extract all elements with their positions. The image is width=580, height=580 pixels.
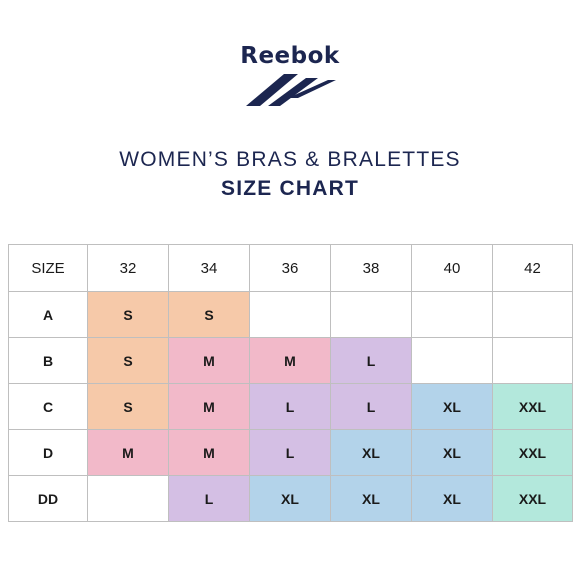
size-cell (249, 291, 331, 338)
table-row: D M M L XL XL XXL (8, 429, 573, 476)
size-cell: M (168, 429, 250, 476)
header-band-34: 34 (168, 244, 250, 292)
size-cell (492, 291, 573, 338)
brand-wordmark: Reebok (240, 43, 340, 69)
size-cell: L (249, 429, 331, 476)
size-cell: XXL (492, 429, 573, 476)
size-cell: S (87, 337, 169, 384)
cup-label: DD (8, 475, 88, 522)
table-row: DD L XL XL XL XXL (8, 475, 573, 522)
size-cell: L (330, 337, 412, 384)
reebok-vector-icon (246, 74, 336, 106)
cup-label: B (8, 337, 88, 384)
size-cell: XL (411, 429, 493, 476)
size-cell: M (249, 337, 331, 384)
cup-label: C (8, 383, 88, 430)
size-cell (492, 337, 573, 384)
size-cell: S (87, 383, 169, 430)
chart-heading: WOMEN’S BRAS & BRALETTES (119, 148, 461, 171)
header-corner: SIZE (8, 244, 88, 292)
brand-logo: Reebok (0, 42, 580, 108)
header-row: SIZE 32 34 36 38 40 42 (8, 244, 573, 292)
size-cell: S (168, 291, 250, 338)
size-cell: M (87, 429, 169, 476)
header-band-38: 38 (330, 244, 412, 292)
size-cell: L (168, 475, 250, 522)
vector-stripe-1 (246, 74, 298, 106)
size-cell (411, 337, 493, 384)
size-cell: M (168, 337, 250, 384)
size-cell (87, 475, 169, 522)
size-cell: XL (411, 383, 493, 430)
size-cell: M (168, 383, 250, 430)
vector-stripe-3 (288, 80, 336, 98)
size-cell: XL (411, 475, 493, 522)
cup-label: D (8, 429, 88, 476)
size-cell: XXL (492, 475, 573, 522)
size-cell (330, 291, 412, 338)
header-band-32: 32 (87, 244, 169, 292)
header-band-36: 36 (249, 244, 331, 292)
table-row: C S M L L XL XXL (8, 383, 573, 430)
chart-subheading: SIZE CHART (221, 177, 359, 200)
size-cell (411, 291, 493, 338)
header-band-40: 40 (411, 244, 493, 292)
size-cell: L (330, 383, 412, 430)
size-cell: XXL (492, 383, 573, 430)
size-cell: XL (249, 475, 331, 522)
size-cell: XL (330, 475, 412, 522)
size-cell: S (87, 291, 169, 338)
size-cell: L (249, 383, 331, 430)
header-band-42: 42 (492, 244, 573, 292)
cup-label: A (8, 291, 88, 338)
size-chart-table: SIZE 32 34 36 38 40 42 A S S B S M M L C S M L L XL XX… (8, 244, 573, 522)
vector-stripe-2 (268, 78, 318, 106)
size-cell: XL (330, 429, 412, 476)
